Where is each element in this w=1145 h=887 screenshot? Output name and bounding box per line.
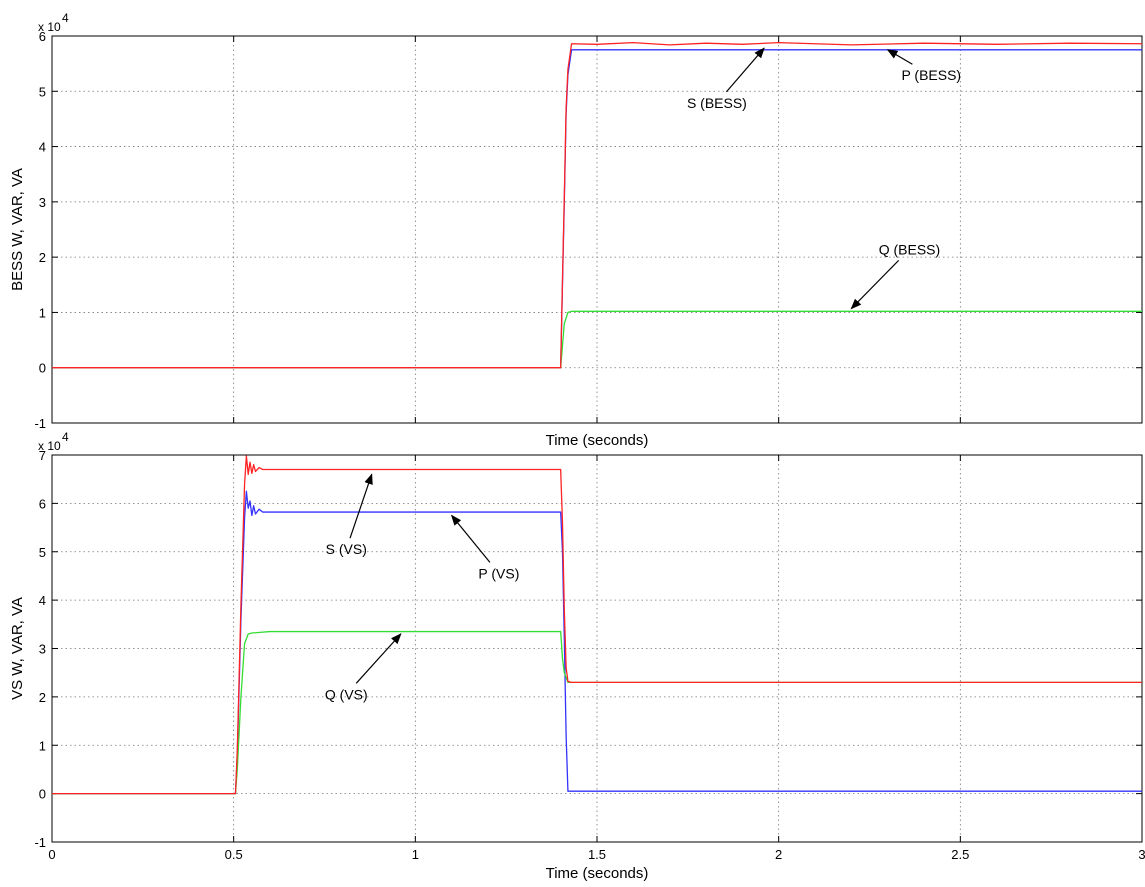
y-exponent-superscript: 4 bbox=[62, 11, 69, 25]
y-tick-label: 0 bbox=[39, 361, 46, 376]
y-exponent-label: x 10 bbox=[38, 20, 61, 34]
y-tick-label: 0 bbox=[39, 787, 46, 802]
y-tick-label: 4 bbox=[39, 593, 46, 608]
annotation-label: S (VS) bbox=[326, 541, 367, 557]
x-tick-label: 0 bbox=[48, 847, 55, 862]
x-tick-label: 1 bbox=[412, 847, 419, 862]
annotation-arrow bbox=[850, 259, 900, 310]
series-line-3 bbox=[52, 41, 1142, 369]
annotation-label: Q (VS) bbox=[325, 686, 368, 702]
y-tick-label: 7 bbox=[39, 448, 46, 463]
y-tick-label: -1 bbox=[34, 835, 46, 850]
x-tick-label: 2 bbox=[775, 847, 782, 862]
y-axis-label: VS W, VAR, VA bbox=[9, 597, 26, 700]
series-line-3 bbox=[52, 455, 1142, 795]
annotation-arrow bbox=[450, 514, 491, 563]
annotation-arrow bbox=[725, 47, 765, 93]
annotation-arrow bbox=[355, 633, 402, 684]
y-exponent-label: x 10 bbox=[38, 439, 61, 453]
y-tick-label: 3 bbox=[39, 195, 46, 210]
annotation-label: S (BESS) bbox=[687, 95, 747, 111]
annotation-label: P (BESS) bbox=[901, 67, 961, 83]
y-tick-label: 5 bbox=[39, 84, 46, 99]
y-tick-label: 1 bbox=[39, 305, 46, 320]
y-tick-label: 6 bbox=[39, 29, 46, 44]
y-tick-label: 1 bbox=[39, 738, 46, 753]
x-axis-label: Time (seconds) bbox=[546, 865, 649, 882]
annotation-label: P (VS) bbox=[478, 565, 519, 581]
x-tick-label: 2.5 bbox=[951, 847, 969, 862]
y-tick-label: 3 bbox=[39, 642, 46, 657]
y-tick-label: 2 bbox=[39, 250, 46, 265]
annotation-arrow bbox=[349, 473, 373, 539]
y-axis-label: BESS W, VAR, VA bbox=[9, 168, 26, 291]
y-tick-label: 2 bbox=[39, 690, 46, 705]
y-exponent-superscript: 4 bbox=[62, 430, 69, 444]
y-tick-label: 4 bbox=[39, 140, 46, 155]
y-tick-label: 6 bbox=[39, 496, 46, 511]
annotation-label: Q (BESS) bbox=[879, 241, 940, 257]
y-tick-label: 5 bbox=[39, 545, 46, 560]
x-tick-label: 3 bbox=[1138, 847, 1145, 862]
y-tick-label: -1 bbox=[34, 416, 46, 431]
annotation-arrow bbox=[886, 49, 913, 65]
x-tick-label: 0.5 bbox=[225, 847, 243, 862]
x-tick-label: 1.5 bbox=[588, 847, 606, 862]
x-axis-label: Time (seconds) bbox=[546, 432, 649, 449]
